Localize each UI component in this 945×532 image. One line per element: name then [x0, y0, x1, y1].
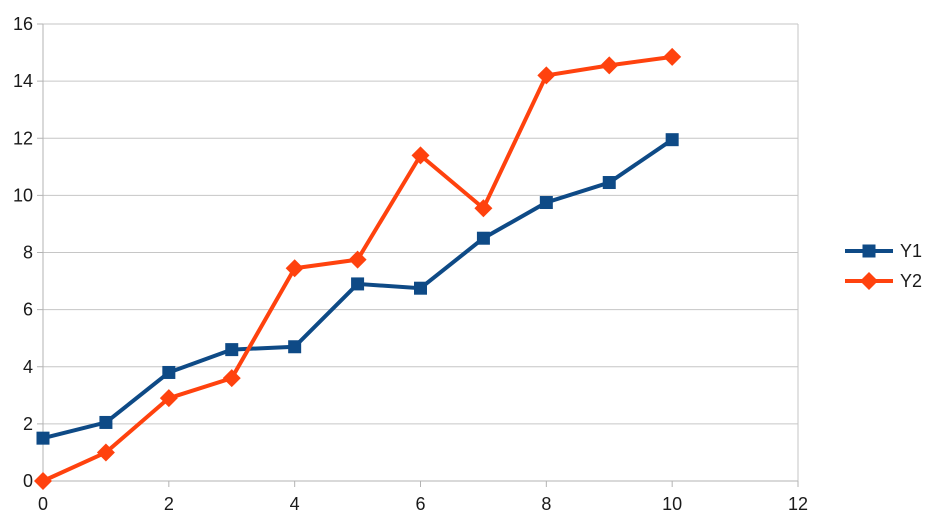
- series-y2-marker: [474, 199, 493, 218]
- legend-swatch-y2-icon: [845, 272, 893, 290]
- series-y1-marker: [476, 231, 490, 245]
- x-tick-label: 8: [541, 494, 551, 514]
- y-tick-label: 8: [23, 243, 33, 263]
- y-tick-label: 2: [23, 414, 33, 434]
- x-tick-label: 6: [415, 494, 425, 514]
- y-tick-label: 4: [23, 357, 33, 377]
- y-tick-label: 14: [13, 71, 33, 91]
- series-y1-marker: [288, 340, 302, 354]
- chart-legend: Y1 Y2: [845, 236, 922, 296]
- y-tick-label: 10: [13, 185, 33, 205]
- x-tick-label: 10: [662, 494, 682, 514]
- series-y2-marker: [96, 443, 115, 462]
- series-y1-marker: [665, 133, 679, 147]
- legend-swatch-y1-icon: [845, 244, 893, 258]
- series-y2-marker: [159, 389, 178, 408]
- y-tick-label: 16: [13, 14, 33, 34]
- legend-item-y2: Y2: [845, 266, 922, 296]
- x-tick-label: 4: [290, 494, 300, 514]
- legend-label-y1: Y1: [900, 240, 923, 261]
- series-y2-line: [42, 54, 673, 483]
- series-y1-marker: [225, 343, 239, 357]
- series-y1-marker: [539, 196, 553, 210]
- series-y2-marker: [34, 472, 52, 490]
- x-tick-label: 12: [788, 494, 808, 514]
- series-y2-marker: [222, 369, 241, 388]
- series-y2-marker: [411, 146, 430, 165]
- legend-item-y1: Y1: [845, 236, 922, 266]
- series-y1-marker: [414, 281, 427, 295]
- x-tick-label: 0: [38, 494, 48, 514]
- series-y1-marker: [162, 365, 176, 379]
- series-y1-marker: [602, 176, 616, 190]
- series-y2-marker: [348, 250, 367, 269]
- x-tick-label: 2: [164, 494, 174, 514]
- series-y1-marker: [36, 431, 50, 445]
- legend-label-y2: Y2: [900, 270, 923, 291]
- y-tick-label: 6: [23, 300, 33, 320]
- y-tick-label: 12: [13, 128, 33, 148]
- series-y2-marker: [537, 66, 556, 85]
- series-y1-marker: [99, 415, 113, 429]
- series-y2-marker: [285, 259, 304, 278]
- series-y1-marker: [351, 277, 365, 291]
- series-y1-marker: [862, 244, 876, 258]
- series-y2-marker: [663, 47, 682, 66]
- series-y2-marker: [860, 272, 878, 290]
- y-tick-label: 0: [23, 471, 33, 491]
- series-y2-marker: [600, 56, 619, 75]
